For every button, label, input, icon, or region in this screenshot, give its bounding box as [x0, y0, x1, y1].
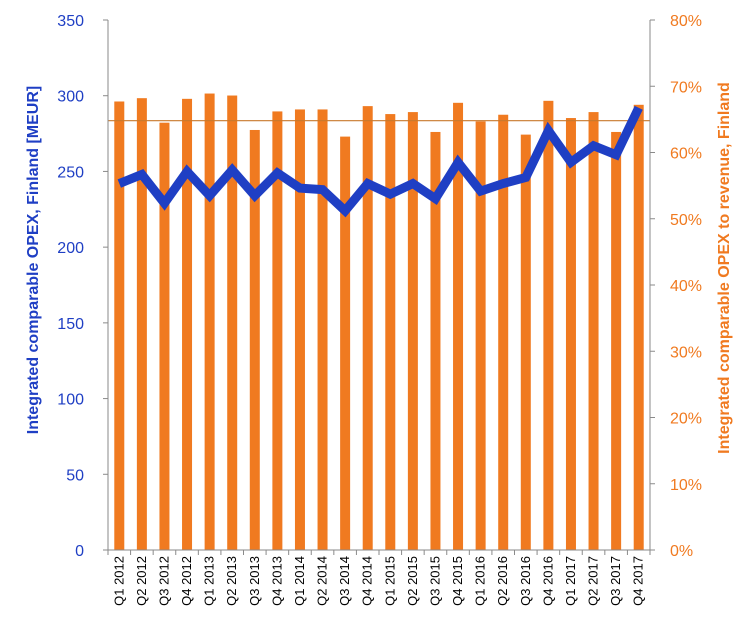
bar-16	[453, 102, 464, 550]
right-tick-label: 70%	[670, 79, 702, 96]
bar-3	[159, 122, 170, 550]
bar-7	[249, 129, 260, 550]
bar-21	[565, 118, 576, 551]
x-tick-label: Q4 2016	[540, 556, 555, 606]
x-tick-label: Q1 2015	[382, 556, 397, 606]
right-tick-label: 30%	[670, 344, 702, 361]
x-tick-label: Q4 2015	[450, 556, 465, 606]
bar-15	[430, 131, 441, 550]
bar-6	[227, 95, 238, 551]
left-axis-title: Integrated comparable OPEX, Finland [MEU…	[25, 86, 42, 435]
right-axis-title: Integrated comparable OPEX to revenue, F…	[716, 82, 733, 454]
x-tick-label: Q3 2012	[156, 556, 171, 606]
left-tick-label: 350	[57, 13, 84, 30]
x-tick-label: Q2 2012	[134, 556, 149, 606]
left-tick-label: 50	[66, 467, 84, 484]
x-tick-label: Q3 2014	[337, 556, 352, 606]
bar-4	[182, 98, 193, 551]
bar-10	[317, 109, 328, 550]
right-tick-label: 40%	[670, 278, 702, 295]
x-tick-label: Q3 2013	[247, 556, 262, 606]
x-tick-label: Q4 2017	[631, 556, 646, 606]
right-tick-label: 20%	[670, 411, 702, 428]
x-tick-label: Q3 2016	[518, 556, 533, 606]
x-tick-label: Q1 2014	[292, 556, 307, 606]
right-axis-ticks: 0% 10% 20% 30% 40% 50% 60% 70% 80%	[650, 13, 702, 560]
left-axis-ticks: 0 50 100 150 200 250 300 350	[57, 13, 108, 560]
bar-8	[272, 111, 283, 551]
right-tick-label: 0%	[670, 543, 693, 560]
x-tick-label: Q2 2016	[495, 556, 510, 606]
right-tick-label: 10%	[670, 477, 702, 494]
left-tick-label: 300	[57, 89, 84, 106]
x-tick-label: Q4 2013	[269, 556, 284, 606]
right-tick-label: 60%	[670, 146, 702, 163]
x-tick-label: Q1 2013	[202, 556, 217, 606]
bars-layer	[114, 93, 644, 551]
right-tick-label: 80%	[670, 13, 702, 30]
x-tick-label: Q2 2013	[224, 556, 239, 606]
bar-1	[114, 101, 125, 551]
x-tick-label: Q4 2012	[179, 556, 194, 606]
x-tick-label: Q3 2017	[608, 556, 623, 606]
right-tick-label: 50%	[670, 212, 702, 229]
bar-22	[588, 112, 599, 551]
x-tick-label: Q1 2016	[473, 556, 488, 606]
left-tick-label: 200	[57, 240, 84, 257]
bar-17	[475, 121, 486, 551]
bar-20	[543, 100, 554, 550]
bar-24	[633, 104, 644, 551]
opex-series-line	[117, 105, 643, 218]
bar-9	[294, 109, 305, 550]
bar-5	[204, 93, 215, 550]
left-tick-label: 100	[57, 392, 84, 409]
x-tick-label: Q2 2017	[586, 556, 601, 606]
x-tick-label: Q3 2015	[427, 556, 442, 606]
x-tick-label: Q2 2015	[405, 556, 420, 606]
left-tick-label: 0	[75, 543, 84, 560]
x-tick-label: Q2 2014	[315, 556, 330, 606]
bar-18	[498, 114, 509, 551]
left-tick-label: 250	[57, 164, 84, 181]
bar-19	[520, 134, 531, 551]
bar-23	[611, 131, 622, 550]
bar-2	[136, 98, 147, 551]
bar-12	[362, 106, 373, 550]
x-tick-label: Q4 2014	[360, 556, 375, 606]
left-tick-label: 150	[57, 316, 84, 333]
bar-11	[340, 136, 351, 550]
bar-14	[407, 112, 418, 551]
x-tick-label: Q1 2012	[111, 556, 126, 606]
x-tick-label: Q1 2017	[563, 556, 578, 606]
bar-13	[385, 114, 396, 550]
x-axis-ticks: Q1 2012 Q2 2012 Q3 2012 Q4 2012 Q1 2013 Q2 20…	[107, 550, 651, 606]
